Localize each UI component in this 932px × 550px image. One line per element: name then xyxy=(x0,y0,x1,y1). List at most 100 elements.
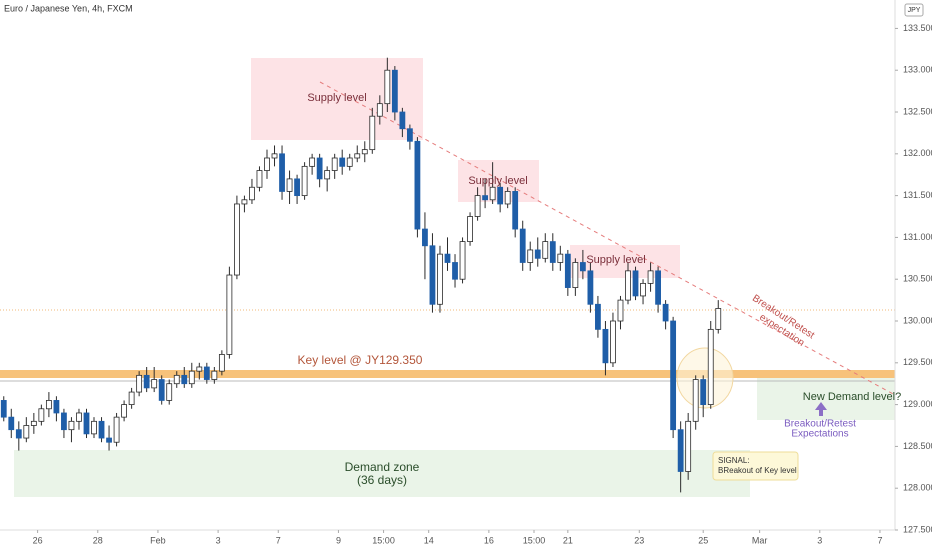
candle-body xyxy=(301,165,308,197)
candle-body xyxy=(316,157,323,180)
y-tick-label: 129.000 xyxy=(903,399,932,409)
candle-body xyxy=(361,149,368,155)
annotation: SIGNAL: xyxy=(718,456,750,465)
x-tick-label: 16 xyxy=(484,535,494,545)
annotation: Demand zone xyxy=(345,460,420,474)
currency-box xyxy=(904,3,924,17)
candle-body xyxy=(384,69,391,105)
candle-body xyxy=(324,170,331,180)
y-tick-label: 129.500 xyxy=(903,357,932,367)
candle-body xyxy=(136,374,143,393)
candle-body xyxy=(602,328,609,364)
candle-body xyxy=(98,420,105,439)
y-tick-label: 132.000 xyxy=(903,148,932,158)
candle-body xyxy=(707,328,714,406)
candle-body xyxy=(203,366,210,380)
candle-body xyxy=(256,170,263,188)
candle-body xyxy=(76,412,82,422)
annotation: (36 days) xyxy=(357,473,407,487)
candle-body xyxy=(226,274,233,355)
y-tick-label: 130.500 xyxy=(903,274,932,284)
candle-body xyxy=(45,400,52,410)
x-tick-label: 25 xyxy=(698,535,708,545)
candle-body xyxy=(406,128,413,142)
annotation: New Demand level? xyxy=(803,391,901,403)
x-tick-label: 3 xyxy=(817,535,822,545)
candle-body xyxy=(166,383,173,401)
candle-body xyxy=(38,408,45,422)
candle-body xyxy=(391,69,398,113)
signal-box xyxy=(712,451,799,481)
candle-body xyxy=(143,374,150,389)
annotation: Supply level xyxy=(586,254,645,266)
x-tick-label: Feb xyxy=(150,535,166,545)
candle-body xyxy=(294,178,300,197)
candle-body xyxy=(121,404,127,418)
candle-body xyxy=(572,262,579,288)
candle-body xyxy=(30,420,37,426)
candle-body xyxy=(700,379,707,406)
candle-body xyxy=(459,241,466,280)
candle-body xyxy=(519,228,526,263)
candle-body xyxy=(23,425,30,439)
zones xyxy=(0,58,896,497)
candle-body xyxy=(331,157,338,171)
candle-body xyxy=(677,429,684,472)
x-tick-label: 21 xyxy=(563,535,573,545)
x-tick-label: 15:00 xyxy=(523,535,546,545)
y-tick-label: 128.000 xyxy=(903,483,932,493)
candle-body xyxy=(429,245,436,305)
annotation: Key level @ JY129.350 xyxy=(298,353,423,367)
candle-body xyxy=(662,303,669,322)
candle-body xyxy=(234,203,240,276)
currency: JPY xyxy=(908,7,921,14)
candle-body xyxy=(369,115,376,151)
candle-body xyxy=(271,153,278,159)
candle-body xyxy=(211,370,218,380)
rotated-note: Breakout/Retest expectation xyxy=(750,293,816,349)
candle-body xyxy=(617,299,624,322)
candle-body xyxy=(53,400,60,414)
x-tick-label: 28 xyxy=(93,535,103,545)
x-tick-label: 23 xyxy=(634,535,644,545)
candle-body xyxy=(241,199,248,205)
y-tick-label: 131.000 xyxy=(903,232,932,242)
candle-body xyxy=(474,195,481,217)
y-tick-label: 128.500 xyxy=(903,441,932,451)
candle-body xyxy=(15,429,22,439)
candle-body xyxy=(279,153,285,192)
x-tick-label: 7 xyxy=(276,535,281,545)
candle-body xyxy=(632,270,639,297)
annotation: BReakout of Key level xyxy=(718,466,797,475)
x-tick-label: 7 xyxy=(877,535,882,545)
demand-zone xyxy=(14,450,750,497)
signal-circle xyxy=(676,347,734,409)
candle-body xyxy=(286,178,293,192)
annotation: Supply level xyxy=(307,92,366,104)
trend-line xyxy=(319,81,896,396)
plot xyxy=(0,57,722,493)
candle-body xyxy=(414,140,421,230)
candle-body xyxy=(376,103,383,117)
y-tick-label: 133.500 xyxy=(903,23,932,33)
candle-body xyxy=(482,195,489,201)
candle-body xyxy=(489,186,496,201)
candle-body xyxy=(196,366,203,372)
candle-body xyxy=(534,249,541,259)
candle-body xyxy=(264,157,270,171)
candle-body xyxy=(452,262,458,280)
x-tick-label: 14 xyxy=(424,535,434,545)
candle-body xyxy=(354,153,361,159)
candle-body xyxy=(640,282,646,297)
y-tick-label: 131.500 xyxy=(903,190,932,200)
candle-body xyxy=(542,241,549,259)
candle-body xyxy=(670,320,677,431)
candle-body xyxy=(309,157,316,167)
x-tick-label: 15:00 xyxy=(372,535,395,545)
candle-body xyxy=(173,374,180,385)
candle-body xyxy=(218,354,225,372)
y-tick-label: 132.500 xyxy=(903,106,932,116)
candle-body xyxy=(68,420,75,431)
y-tick-label: 133.000 xyxy=(903,65,932,75)
